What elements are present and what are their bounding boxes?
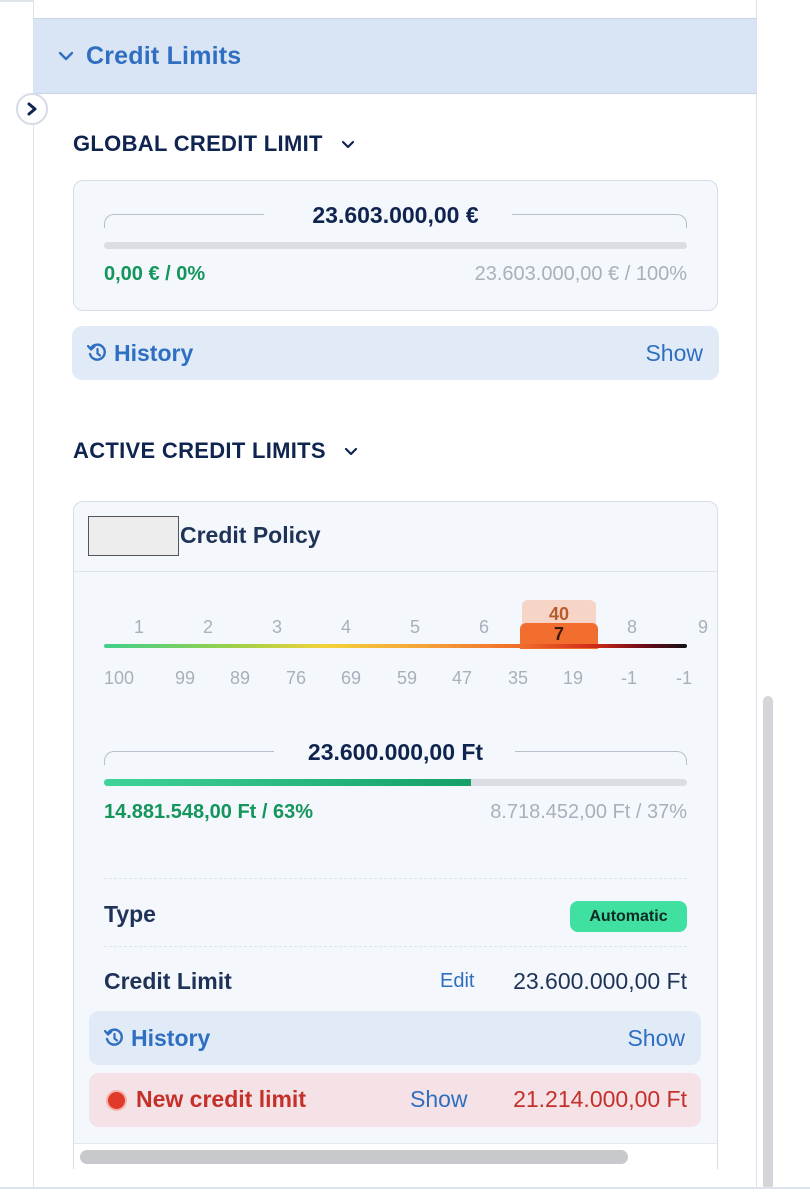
new-credit-limit-row[interactable]: New credit limit Show 21.214.000,00 Ft [89, 1073, 701, 1127]
policy-usage-fill [104, 779, 472, 786]
history-label: History [131, 1024, 211, 1051]
global-usage-bar [104, 242, 687, 249]
credit-limit-edit-link[interactable]: Edit [440, 970, 475, 992]
policy-logo-placeholder [88, 516, 179, 556]
score-label: 35 [507, 668, 529, 688]
history-label: History [114, 339, 194, 366]
score-label: 89 [229, 668, 251, 688]
policy-title: Credit Policy [180, 522, 321, 548]
policy-used-value: 14.881.548,00 Ft / 63% [104, 801, 314, 823]
active-credit-limits-heading[interactable]: ACTIVE CREDIT LIMITS [73, 438, 358, 464]
global-total-amount: 23.603.000,00 € [104, 202, 687, 228]
history-icon [103, 1028, 123, 1046]
type-badge: Automatic [570, 901, 687, 932]
score-label: 99 [174, 668, 196, 688]
credit-limits-section-header[interactable]: Credit Limits [34, 18, 756, 94]
score-label: 47 [451, 668, 473, 688]
credit-limit-label: Credit Limit [104, 968, 232, 994]
score-label: 76 [285, 668, 307, 688]
score-label: 69 [340, 668, 362, 688]
global-total-value: 23.603.000,00 € [312, 202, 479, 228]
grade-label: 4 [340, 617, 351, 637]
global-credit-limit-heading[interactable]: GLOBAL CREDIT LIMIT [73, 131, 355, 157]
policy-available-value: 8.718.452,00 Ft / 37% [490, 801, 687, 823]
divider [104, 878, 687, 879]
grade-label: 6 [478, 617, 489, 637]
divider [104, 946, 687, 947]
global-used-value: 0,00 € / 0% [104, 263, 206, 285]
score-label: -1 [675, 668, 692, 688]
rating-scale: 40 7 1 2 3 4 5 6 8 9 100 99 89 76 69 59 … [104, 600, 708, 690]
grade-label: 8 [626, 617, 637, 637]
global-history-row[interactable]: History Show [72, 326, 719, 380]
vertical-scrollbar[interactable] [763, 696, 773, 1187]
grade-label: 5 [409, 617, 420, 637]
horizontal-scrollbar[interactable] [80, 1150, 628, 1164]
score-label: -1 [620, 668, 637, 688]
chevron-right-icon [26, 102, 38, 116]
policy-total-amount: 23.600.000,00 Ft [104, 739, 687, 765]
score-label: 100 [104, 668, 135, 688]
global-available-value: 23.603.000,00 € / 100% [474, 263, 687, 285]
grade-label: 9 [697, 617, 708, 637]
type-label: Type [104, 901, 156, 927]
global-heading-label: GLOBAL CREDIT LIMIT [73, 131, 323, 156]
bottom-border [0, 1187, 810, 1189]
policy-history-row[interactable]: History Show [89, 1011, 701, 1065]
history-icon [86, 343, 106, 361]
status-dot-icon [106, 1090, 127, 1111]
score-label: 19 [562, 668, 584, 688]
policy-history-show-link[interactable]: Show [627, 1024, 685, 1051]
credit-policy-header [74, 502, 717, 572]
policy-usage-bar [104, 779, 687, 786]
new-credit-limit-show-link[interactable]: Show [410, 1086, 468, 1112]
grade-label: 1 [133, 617, 144, 637]
rating-gradient-bar [104, 644, 687, 648]
grade-label: 2 [202, 617, 213, 637]
chevron-down-icon [344, 447, 358, 456]
chevron-down-icon [341, 140, 355, 149]
new-credit-limit-label: New credit limit [136, 1086, 306, 1112]
global-history-show-link[interactable]: Show [645, 339, 703, 366]
active-heading-label: ACTIVE CREDIT LIMITS [73, 438, 326, 463]
grade-label: 3 [271, 617, 282, 637]
chevron-down-icon [58, 51, 74, 61]
new-credit-limit-value: 21.214.000,00 Ft [513, 1086, 687, 1112]
policy-total-value: 23.600.000,00 Ft [307, 739, 484, 765]
sidebar-toggle-button[interactable] [16, 93, 48, 125]
score-label: 59 [396, 668, 418, 688]
section-title: Credit Limits [86, 41, 242, 70]
current-score-marker: 40 [522, 600, 596, 624]
credit-limit-value: 23.600.000,00 Ft [513, 968, 687, 994]
